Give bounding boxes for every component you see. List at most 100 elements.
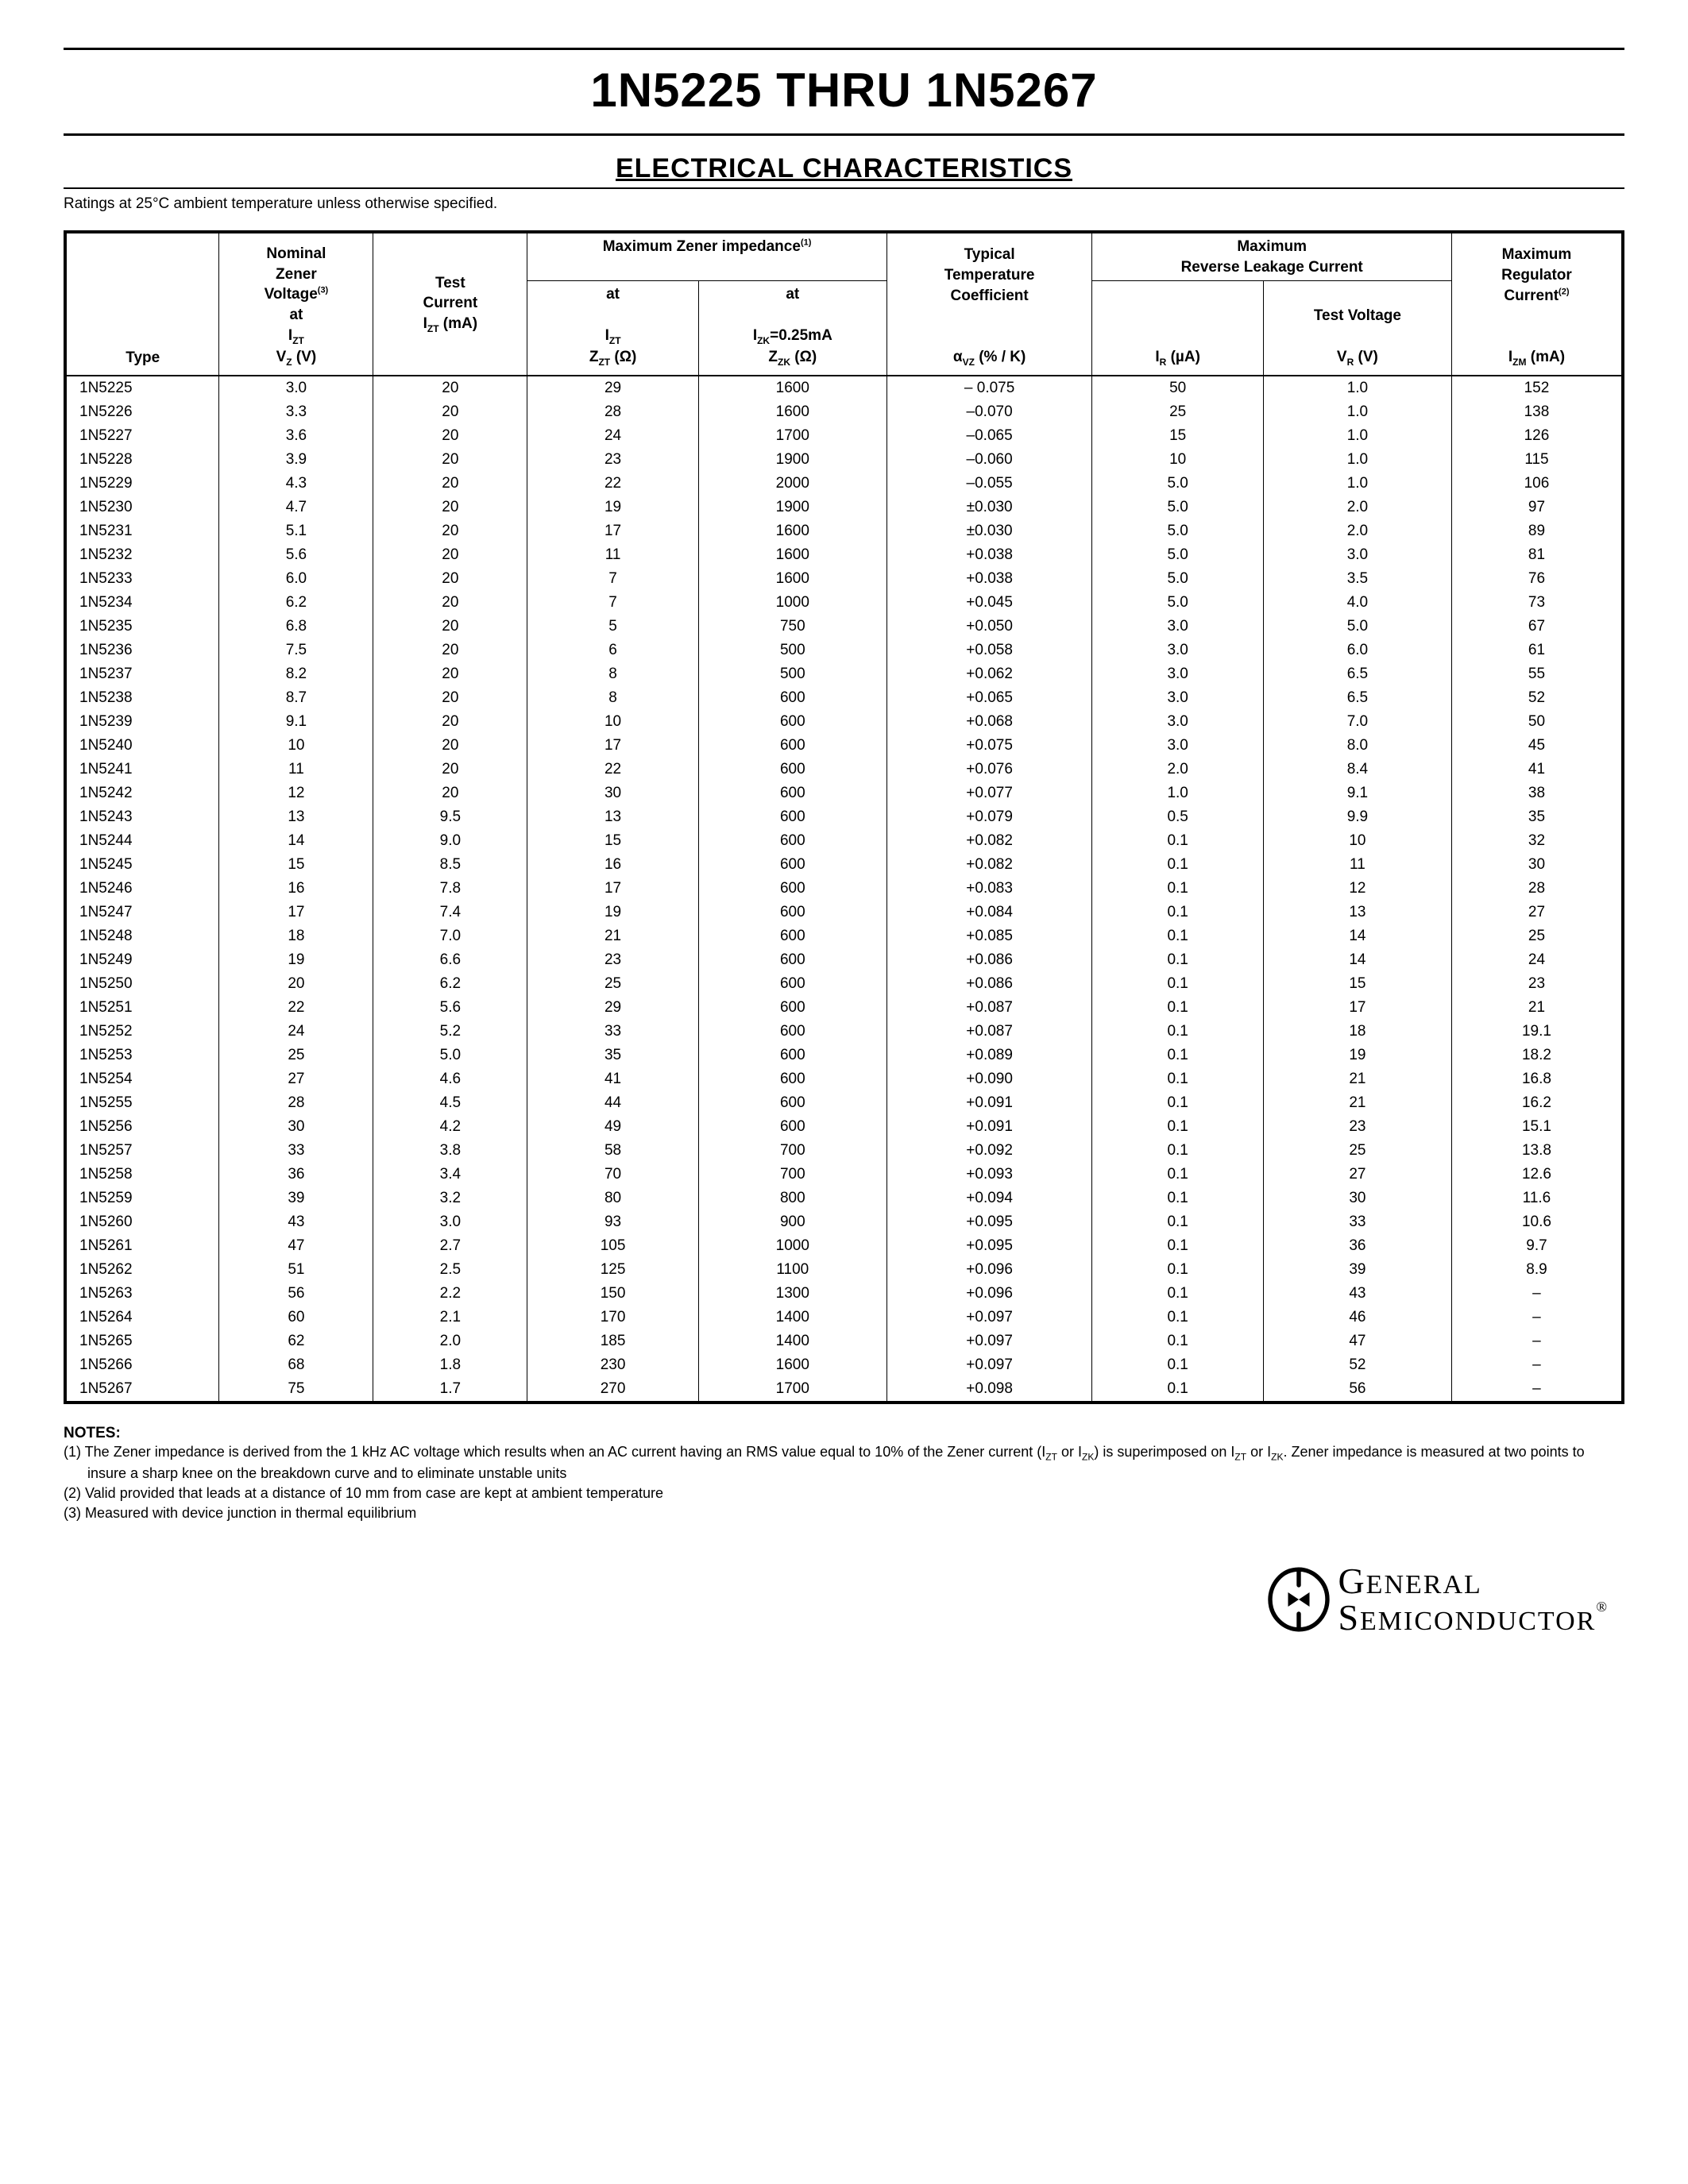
table-cell: 0.1 [1092,901,1263,924]
table-cell: 3.0 [1092,615,1263,639]
table-cell: 30 [527,781,698,805]
table-cell: 1N5237 [65,662,219,686]
table-cell: 0.1 [1092,1163,1263,1187]
table-cell: – [1451,1306,1623,1329]
table-cell: 36 [219,1163,373,1187]
table-cell: 1.0 [1092,781,1263,805]
note-item: (3) Measured with device junction in the… [64,1503,1624,1523]
subtitle-bar: ELECTRICAL CHARACTERISTICS [64,145,1624,189]
table-cell: 3.0 [1263,543,1451,567]
table-cell: 0.1 [1092,1139,1263,1163]
table-row: 1N5247177.419600+0.0840.11327 [65,901,1623,924]
table-cell: 600 [698,829,886,853]
table-cell: 13 [527,805,698,829]
table-cell: +0.087 [886,1020,1092,1044]
table-cell: 18 [219,924,373,948]
table-cell: +0.086 [886,948,1092,972]
characteristics-table: Type NominalZenerVoltage(3)atIZTVZ (V) T… [64,230,1624,1404]
table-cell: 1N5265 [65,1329,219,1353]
table-cell: +0.094 [886,1187,1092,1210]
table-cell: 750 [698,615,886,639]
table-cell: 8.5 [373,853,527,877]
table-cell: 47 [1263,1329,1451,1353]
table-cell: 1N5238 [65,686,219,710]
title-bar: 1N5225 THRU 1N5267 [64,48,1624,136]
table-cell: 9.1 [219,710,373,734]
table-cell: +0.097 [886,1329,1092,1353]
table-cell: 0.1 [1092,877,1263,901]
table-cell: 115 [1451,448,1623,472]
table-row: 1N52273.620241700–0.065151.0126 [65,424,1623,448]
table-cell: 0.1 [1092,1187,1263,1210]
table-cell: 30 [1263,1187,1451,1210]
table-cell: +0.097 [886,1306,1092,1329]
table-row: 1N5258363.470700+0.0930.12712.6 [65,1163,1623,1187]
table-cell: 36 [1263,1234,1451,1258]
table-cell: 13.8 [1451,1139,1623,1163]
table-cell: +0.097 [886,1353,1092,1377]
table-row: 1N5263562.21501300+0.0960.143– [65,1282,1623,1306]
notes-heading: NOTES: [64,1425,1624,1442]
table-cell: 3.5 [1263,567,1451,591]
table-cell: 20 [373,686,527,710]
table-cell: 28 [1451,877,1623,901]
table-cell: 1300 [698,1282,886,1306]
table-row: 1N52336.02071600+0.0385.03.576 [65,567,1623,591]
table-cell: 23 [1451,972,1623,996]
table-cell: 68 [219,1353,373,1377]
table-cell: 70 [527,1163,698,1187]
table-cell: 1N5267 [65,1377,219,1403]
table-cell: 33 [1263,1210,1451,1234]
table-cell: +0.085 [886,924,1092,948]
table-cell: 9.0 [373,829,527,853]
table-cell: 4.6 [373,1067,527,1091]
table-row: 1N5261472.71051000+0.0950.1369.7 [65,1234,1623,1258]
table-cell: – [1451,1353,1623,1377]
table-cell: +0.083 [886,877,1092,901]
table-cell: 1100 [698,1258,886,1282]
table-cell: 9.5 [373,805,527,829]
table-cell: 20 [373,734,527,758]
col-izm: MaximumRegulatorCurrent(2)IZM (mA) [1451,232,1623,376]
table-cell: 600 [698,710,886,734]
table-cell: 600 [698,924,886,948]
table-cell: 33 [219,1139,373,1163]
table-cell: 1N5225 [65,376,219,400]
table-cell: 500 [698,662,886,686]
table-cell: 4.7 [219,496,373,519]
table-cell: 24 [527,424,698,448]
table-cell: 46 [1263,1306,1451,1329]
table-cell: 14 [219,829,373,853]
note-item: (2) Valid provided that leads at a dista… [64,1484,1624,1503]
table-cell: 80 [527,1187,698,1210]
table-cell: 5.0 [1092,591,1263,615]
table-cell: 52 [1263,1353,1451,1377]
table-row: 1N5259393.280800+0.0940.13011.6 [65,1187,1623,1210]
table-cell: 3.0 [1092,734,1263,758]
table-cell: 1900 [698,448,886,472]
table-cell: 16.2 [1451,1091,1623,1115]
table-cell: 5.0 [1263,615,1451,639]
table-cell: 600 [698,1044,886,1067]
table-cell: 32 [1451,829,1623,853]
table-cell: 1700 [698,1377,886,1403]
table-cell: 1.8 [373,1353,527,1377]
table-cell: 14 [1263,924,1451,948]
table-cell: 1N5263 [65,1282,219,1306]
table-cell: 22 [219,996,373,1020]
table-cell: +0.079 [886,805,1092,829]
table-cell: 17 [527,519,698,543]
table-row: 1N52294.320222000–0.0555.01.0106 [65,472,1623,496]
table-cell: 1N5248 [65,924,219,948]
table-cell: 170 [527,1306,698,1329]
table-cell: +0.096 [886,1282,1092,1306]
table-cell: 27 [1263,1163,1451,1187]
table-cell: 41 [527,1067,698,1091]
table-cell: 5.0 [1092,496,1263,519]
table-cell: 19 [219,948,373,972]
table-row: 1N5248187.021600+0.0850.11425 [65,924,1623,948]
col-zzk: atIZK=0.25mAZZK (Ω) [698,281,886,376]
table-cell: 6.6 [373,948,527,972]
table-cell: 1N5258 [65,1163,219,1187]
table-cell: 2.5 [373,1258,527,1282]
